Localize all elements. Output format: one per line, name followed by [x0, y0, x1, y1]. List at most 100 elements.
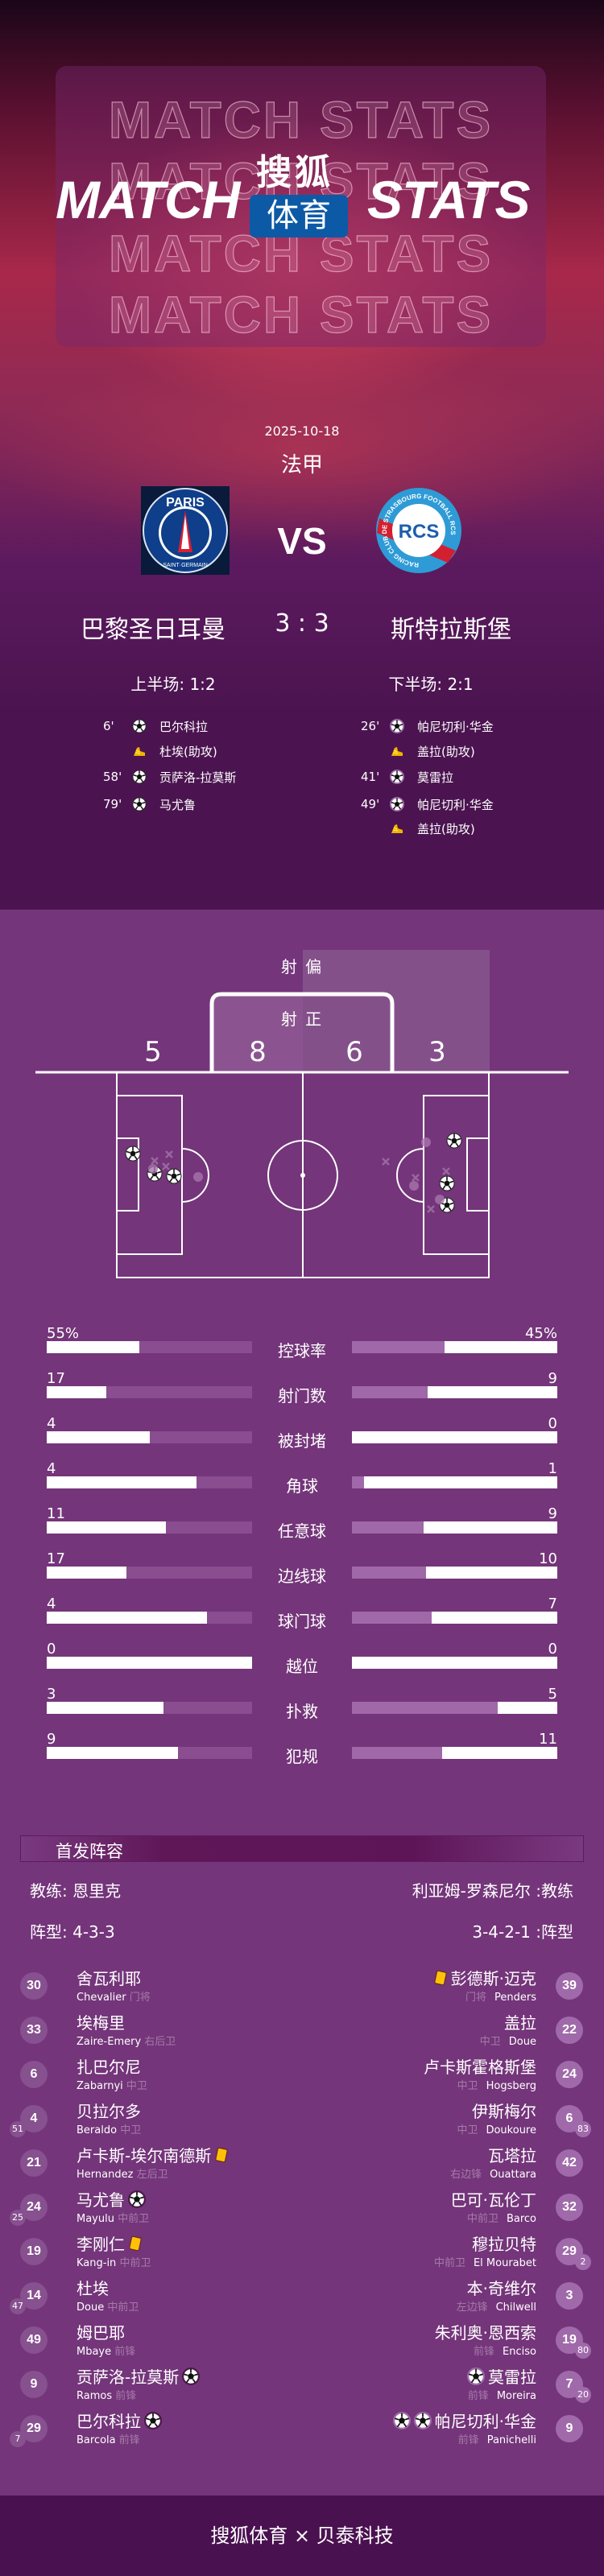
event-player: 杜埃(助攻): [159, 744, 217, 759]
event-row: 杜埃(助攻): [103, 743, 217, 759]
event-player: 巴尔科拉: [159, 719, 209, 734]
player-name: 卢卡斯-埃尔南德斯: [77, 2146, 212, 2165]
home-stat-bar-fill: [47, 1657, 252, 1669]
player-number: 30: [20, 1972, 48, 2000]
player-name-line: 莫雷拉: [467, 2364, 536, 2388]
player-subline: 前锋 Enciso: [474, 2343, 536, 2358]
player-number: 3: [556, 2282, 583, 2310]
away-stat-bar: [352, 1657, 557, 1669]
svg-text:PARIS: PARIS: [166, 496, 205, 510]
substitution-minute: 51: [10, 2121, 26, 2137]
player-row[interactable]: 24 25 马尤鲁 Mayulu 中前卫: [0, 2187, 604, 2227]
stat-label: 球门球: [278, 1612, 326, 1631]
player-number: 29: [556, 2238, 583, 2265]
player-position: 右边锋: [450, 2169, 482, 2181]
away-stat-bar-fill: [428, 1386, 557, 1398]
away-stat-bar-fill: [498, 1702, 557, 1714]
player-row[interactable]: 19 80 朱利奥·恩西索 前锋 Enciso: [0, 2320, 604, 2360]
away-off-target-count: 3: [428, 1036, 446, 1068]
stat-row: 0 0 越位: [0, 1641, 604, 1702]
shot-map-graphic: [35, 950, 569, 1278]
home-stat-value: 4: [47, 1460, 56, 1477]
home-on-target-zone: [212, 994, 303, 1072]
player-english-name: El Mourabet: [473, 2257, 536, 2269]
player-position: 中前卫: [118, 2213, 150, 2225]
player-row[interactable]: 42 瓦塔拉 右边锋 Ouattara: [0, 2143, 604, 2183]
home-coach: 教练: 恩里克: [30, 1881, 122, 1901]
player-name: 李刚仁: [77, 2235, 125, 2254]
home-stat-bar-fill: [47, 1341, 139, 1353]
home-on-target-count: 8: [249, 1036, 267, 1068]
shot-marker: [148, 1164, 158, 1174]
event-player: 盖拉(助攻): [417, 821, 475, 836]
player-number: 29: [20, 2415, 48, 2442]
player-row[interactable]: 19 李刚仁 Kang-in 中前卫: [0, 2231, 604, 2272]
player-name: 朱利奥·恩西索: [434, 2323, 536, 2343]
away-stat-value: 1: [548, 1460, 557, 1477]
player-row[interactable]: 6 83 伊斯梅尔 中卫 Doukoure: [0, 2099, 604, 2139]
away-stat-bar-fill: [364, 1476, 557, 1488]
player-english-name: Chevalier: [77, 1992, 126, 2004]
home-stat-bar: [47, 1341, 252, 1353]
player-row[interactable]: 22 盖拉 中卫 Doue: [0, 2010, 604, 2050]
player-subline: Ramos 前锋: [77, 2387, 136, 2402]
player-number: 21: [20, 2149, 48, 2177]
player-row[interactable]: 7 20 莫雷拉 前锋 Moreira: [0, 2364, 604, 2405]
player-english-name: Moreira: [496, 2390, 536, 2402]
footer-credit: 搜狐体育 × 贝泰科技: [0, 2496, 604, 2576]
away-stat-value: 45%: [524, 1325, 557, 1342]
player-row[interactable]: 4 51 贝拉尔多 Beraldo 中卫: [0, 2099, 604, 2139]
svg-text:RCS: RCS: [399, 521, 440, 543]
home-stat-bar-fill: [47, 1476, 197, 1488]
player-row[interactable]: 29 7 巴尔科拉 Barcola 前锋: [0, 2409, 604, 2449]
player-name-line: 彭德斯·迈克: [433, 1966, 536, 1989]
player-name-line: 埃梅里: [77, 2010, 125, 2033]
player-number: 49: [20, 2326, 48, 2354]
player-row[interactable]: 33 埃梅里 Zaire-Emery 右后卫: [0, 2010, 604, 2050]
goal-ball-icon: [388, 796, 406, 812]
sohu-logo-text: 搜狐: [256, 152, 333, 193]
player-subline: 中卫 Doue: [480, 2033, 536, 2048]
player-name: 贝拉尔多: [77, 2102, 141, 2121]
player-row[interactable]: 21 卢卡斯-埃尔南德斯 Hernandez 左后卫: [0, 2143, 604, 2183]
away-stat-value: 7: [548, 1596, 557, 1612]
home-off-target-count: 5: [144, 1036, 162, 1068]
goal-ball-icon: [144, 2411, 162, 2429]
shot-blocked-marker: [151, 1157, 159, 1165]
player-row[interactable]: 39 彭德斯·迈克 门将 Penders: [0, 1966, 604, 2006]
player-name: 姆巴耶: [77, 2323, 125, 2343]
player-row[interactable]: 3 本·奇维尔 左边锋 Chilwell: [0, 2276, 604, 2316]
player-number: 9: [20, 2371, 48, 2398]
away-team-logo: RCS RACING CLUB DE STRASBOURG FOOTBALL R…: [375, 486, 462, 575]
league-name: 法甲: [280, 453, 323, 477]
away-stat-value: 0: [548, 1415, 557, 1432]
player-row[interactable]: 24 卢卡斯霍格斯堡 中卫 Hogsberg: [0, 2054, 604, 2095]
away-stat-value: 9: [548, 1370, 557, 1387]
player-row[interactable]: 30 舍瓦利耶 Chevalier 门将: [0, 1966, 604, 2006]
player-name-line: 扎巴尔尼: [77, 2054, 141, 2078]
home-stat-value: 3: [47, 1686, 56, 1703]
away-on-target-count: 6: [345, 1036, 363, 1068]
player-row[interactable]: 9 帕尼切利·华金 前锋 Panichelli: [0, 2409, 604, 2449]
player-name-line: 伊斯梅尔: [472, 2099, 536, 2122]
banner-title-right: STATS: [367, 170, 531, 229]
player-row[interactable]: 32 巴可·瓦伦丁 中前卫 Barco: [0, 2187, 604, 2227]
player-name-line: 马尤鲁: [77, 2187, 146, 2211]
stat-label: 任意球: [278, 1521, 326, 1541]
shot-blocked-marker: [427, 1205, 435, 1213]
player-name: 瓦塔拉: [488, 2146, 536, 2165]
player-row[interactable]: 14 47 杜埃 Doue 中前卫: [0, 2276, 604, 2316]
player-row[interactable]: 6 扎巴尔尼 Zabarnyi 中卫: [0, 2054, 604, 2095]
player-english-name: Penders: [494, 1992, 536, 2004]
shot-blocked-marker: [442, 1167, 450, 1175]
goal-ball-icon: [130, 718, 148, 734]
player-row[interactable]: 9 贡萨洛-拉莫斯 Ramos 前锋: [0, 2364, 604, 2405]
player-position: 前锋: [457, 2434, 479, 2446]
away-team-name: 斯特拉斯堡: [391, 616, 511, 644]
event-minute: 6': [103, 719, 114, 733]
away-stat-bar: [352, 1431, 557, 1443]
player-row[interactable]: 29 2 穆拉贝特 中前卫 El Mourabet: [0, 2231, 604, 2272]
player-subline: Zabarnyi 中卫: [77, 2077, 147, 2092]
player-row[interactable]: 49 姆巴耶 Mbaye 前锋: [0, 2320, 604, 2360]
player-name-line: 杜埃: [77, 2276, 109, 2299]
